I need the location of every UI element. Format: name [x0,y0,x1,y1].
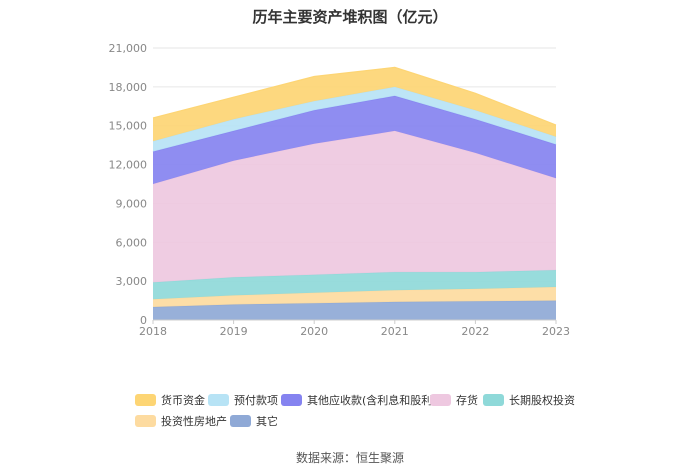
legend-swatch [430,394,451,406]
y-tick-label: 18,000 [109,81,148,94]
legend-swatch [483,394,504,406]
legend-swatch [135,394,156,406]
y-tick-label: 12,000 [109,159,148,172]
y-tick-label: 6,000 [116,236,148,249]
x-tick-label: 2018 [139,325,167,338]
legend-label: 其他应收款(含利息和股利) [307,394,437,407]
legend-item[interactable]: 长期股权投资 [483,392,575,408]
x-tick-label: 2023 [542,325,570,338]
area-series [153,270,556,300]
chart-title: 历年主要资产堆积图（亿元） [252,8,448,26]
area-series [153,130,556,283]
y-tick-label: 15,000 [109,120,148,133]
legend-label: 长期股权投资 [509,394,575,407]
y-tick-label: 0 [140,314,147,327]
area-series [153,287,556,307]
legend-label: 货币资金 [161,394,205,407]
legend-swatch [230,415,251,427]
area-series [153,67,556,142]
data-source: 数据来源：恒生聚源 [295,451,404,465]
legend-swatch [135,415,156,427]
legend-swatch [281,394,302,406]
x-tick-label: 2022 [461,325,489,338]
legend-label: 预付款项 [234,394,278,407]
x-tick-label: 2021 [381,325,409,338]
x-tick-label: 2020 [300,325,328,338]
legend-item[interactable]: 其它 [230,413,278,429]
y-tick-label: 21,000 [109,42,148,55]
legend-item[interactable]: 货币资金 [135,392,205,408]
legend-label: 其它 [256,415,278,428]
area-series-edge [152,66,557,126]
legend-item[interactable]: 其他应收款(含利息和股利) [281,392,437,408]
area-series [153,300,556,320]
legend-item[interactable]: 存货 [430,392,478,408]
x-tick-label: 2019 [220,325,248,338]
y-tick-label: 3,000 [116,275,148,288]
legend-item[interactable]: 投资性房地产 [135,413,227,429]
legend-label: 存货 [456,394,478,407]
legend-label: 投资性房地产 [161,415,227,428]
area-series [153,95,556,184]
legend-item[interactable]: 预付款项 [208,392,278,408]
legend-swatch [208,394,229,406]
y-tick-label: 9,000 [116,197,148,210]
